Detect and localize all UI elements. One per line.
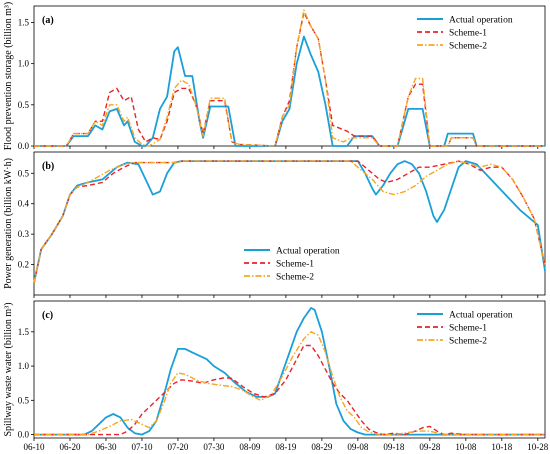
y-tick-label: 0.5: [18, 168, 30, 178]
x-tick-label: 09-28: [419, 442, 440, 452]
series-line-actual: [33, 160, 546, 283]
y-axis-title: Power generation (billion kW·h): [3, 158, 14, 289]
x-tick-label: 06-10: [24, 442, 45, 452]
legend-label: Actual operation: [449, 16, 513, 26]
x-tick-label: 08-19: [275, 442, 296, 452]
series-line-scheme-1: [34, 344, 545, 436]
legend-label: Scheme-2: [449, 337, 487, 347]
x-tick-label: 10-08: [455, 442, 476, 452]
panel-b: 0.2 0.3 0.4 0.5 Power generation (billion kW…: [3, 151, 546, 298]
x-tick-label: 09-18: [383, 442, 404, 452]
y-tick-label: 0.5: [18, 395, 30, 405]
x-tick-label: 06-30: [95, 442, 116, 452]
x-tick-label: 06-20: [59, 442, 80, 452]
y-axis-title: Flood prevention storage (billion m³): [3, 2, 14, 151]
x-tick-label: 07-30: [203, 442, 224, 452]
y-tick-label: 1.5: [18, 17, 30, 27]
y-axis-title: Spillway waste water (billion m³): [3, 302, 14, 436]
plot-frame: [33, 5, 546, 147]
x-tick-label: 08-29: [311, 442, 332, 452]
x-tick-label: 10-18: [491, 442, 512, 452]
y-tick-label: 0.0: [18, 141, 30, 151]
plot-frame: [33, 300, 546, 439]
x-tick-label: 10-28: [527, 442, 548, 452]
panel-a: 0.0 0.5 1.0 1.5 Flood prevention storage (bi…: [3, 2, 546, 151]
panel-label: (c): [42, 310, 53, 321]
plot-frame: [33, 151, 546, 296]
series-line-actual: [34, 307, 545, 436]
x-tick-label: 09-08: [347, 442, 368, 452]
panel-c: 0.0 0.5 1.0 1.5 Spillway waste water (billio…: [3, 300, 546, 441]
legend-label: Scheme-2: [276, 273, 314, 283]
legend-label: Actual operation: [276, 247, 340, 257]
x-tick-label: 07-10: [131, 442, 152, 452]
legend-label: Scheme-1: [449, 29, 487, 39]
series-line-scheme-1: [33, 160, 546, 283]
legend-label: Scheme-1: [449, 324, 487, 334]
y-tick-label: 0.2: [18, 260, 29, 270]
legend-label: Scheme-2: [449, 42, 487, 52]
series-line-scheme-2: [34, 9, 545, 147]
y-tick-label: 0.0: [18, 430, 30, 440]
legend-label: Actual operation: [449, 311, 513, 321]
x-tick-label: 07-20: [167, 442, 188, 452]
shared-x-axis: 06-10 06-20 06-30 07-10 07-20 07-30 08-09 08-19…: [24, 442, 549, 452]
legend-label: Scheme-1: [276, 260, 314, 270]
series-line-scheme-2: [33, 160, 546, 283]
y-tick-label: 0.4: [18, 199, 30, 209]
y-tick-label: 1.0: [18, 361, 30, 371]
y-tick-label: 0.3: [18, 229, 30, 239]
panel-label: (b): [42, 161, 54, 172]
x-tick-label: 08-09: [239, 442, 260, 452]
y-tick-label: 1.0: [18, 59, 30, 69]
y-tick-label: 0.5: [18, 100, 30, 110]
panel-label: (a): [42, 15, 54, 26]
y-tick-label: 1.5: [18, 327, 30, 337]
series-line-scheme-2: [34, 331, 545, 436]
